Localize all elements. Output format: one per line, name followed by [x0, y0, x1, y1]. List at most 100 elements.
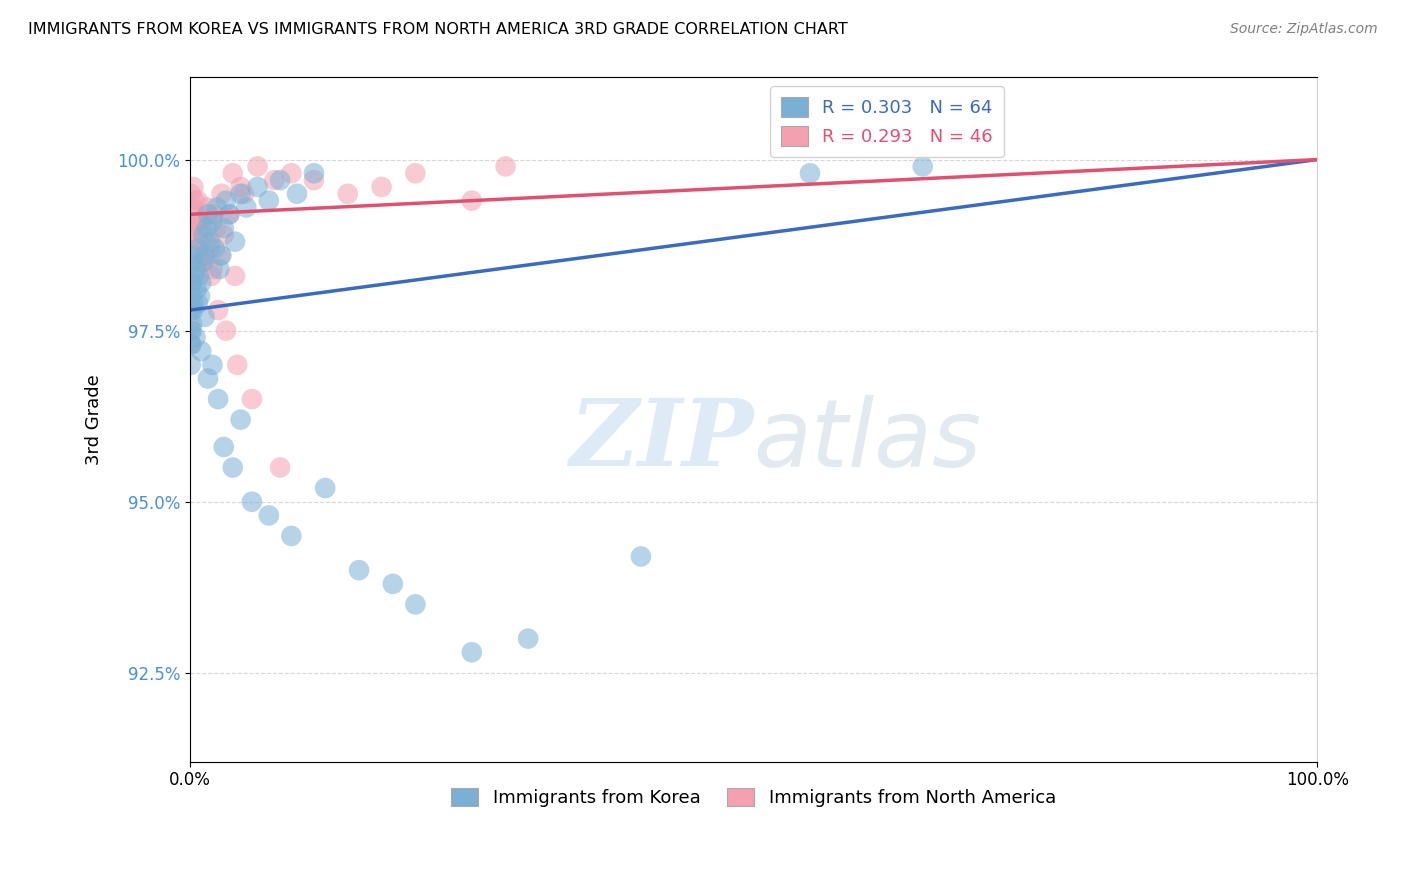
Point	[193, 248, 215, 262]
Point	[336, 186, 359, 201]
Point	[215, 324, 238, 338]
Point	[302, 173, 325, 187]
Point	[181, 255, 204, 269]
Point	[222, 166, 245, 180]
Point	[180, 337, 202, 351]
Point	[495, 160, 517, 174]
Point	[200, 268, 222, 283]
Point	[224, 268, 246, 283]
Point	[180, 337, 202, 351]
Point	[211, 186, 233, 201]
Point	[215, 194, 238, 208]
Point	[181, 317, 204, 331]
Point	[280, 166, 302, 180]
Point	[205, 221, 228, 235]
Point	[191, 255, 214, 269]
Point	[193, 255, 215, 269]
Point	[187, 296, 209, 310]
Point	[461, 194, 484, 208]
Point	[186, 214, 208, 228]
Point	[202, 207, 225, 221]
Point	[180, 303, 202, 318]
Point	[212, 221, 235, 235]
Point	[187, 242, 209, 256]
Text: ZIP: ZIP	[569, 395, 754, 485]
Point	[180, 276, 202, 290]
Point	[181, 296, 204, 310]
Point	[193, 227, 215, 242]
Point	[190, 344, 212, 359]
Point	[314, 481, 336, 495]
Point	[347, 563, 370, 577]
Point	[195, 221, 218, 235]
Point	[207, 303, 229, 318]
Point	[218, 207, 240, 221]
Point	[207, 392, 229, 406]
Point	[233, 186, 256, 201]
Point	[205, 201, 228, 215]
Point	[193, 310, 215, 324]
Point	[269, 173, 291, 187]
Point	[197, 371, 219, 385]
Point	[211, 248, 233, 262]
Legend: Immigrants from Korea, Immigrants from North America: Immigrants from Korea, Immigrants from N…	[444, 780, 1063, 814]
Point	[799, 166, 821, 180]
Point	[235, 201, 257, 215]
Point	[461, 645, 484, 659]
Point	[181, 201, 204, 215]
Point	[190, 214, 212, 228]
Point	[190, 276, 212, 290]
Point	[370, 180, 392, 194]
Point	[183, 194, 205, 208]
Point	[183, 248, 205, 262]
Point	[183, 227, 205, 242]
Point	[179, 324, 201, 338]
Point	[280, 529, 302, 543]
Point	[180, 186, 202, 201]
Point	[201, 358, 224, 372]
Point	[246, 180, 269, 194]
Point	[404, 166, 426, 180]
Point	[257, 194, 280, 208]
Point	[229, 186, 252, 201]
Text: atlas: atlas	[754, 394, 981, 485]
Point	[181, 303, 204, 318]
Point	[187, 194, 209, 208]
Point	[208, 262, 231, 277]
Point	[226, 358, 249, 372]
Point	[191, 255, 214, 269]
Point	[183, 268, 205, 283]
Point	[187, 268, 209, 283]
Point	[257, 508, 280, 523]
Point	[240, 392, 263, 406]
Point	[181, 289, 204, 303]
Point	[246, 160, 269, 174]
Y-axis label: 3rd Grade: 3rd Grade	[86, 375, 103, 465]
Text: Source: ZipAtlas.com: Source: ZipAtlas.com	[1230, 22, 1378, 37]
Point	[200, 242, 222, 256]
Point	[180, 358, 202, 372]
Point	[187, 235, 209, 249]
Point	[181, 180, 204, 194]
Point	[193, 248, 215, 262]
Point	[404, 598, 426, 612]
Point	[184, 330, 207, 344]
Point	[186, 283, 208, 297]
Point	[184, 207, 207, 221]
Point	[911, 160, 934, 174]
Point	[180, 276, 202, 290]
Point	[212, 227, 235, 242]
Point	[181, 324, 204, 338]
Point	[269, 460, 291, 475]
Point	[197, 207, 219, 221]
Point	[229, 412, 252, 426]
Point	[285, 186, 308, 201]
Point	[209, 248, 232, 262]
Point	[218, 207, 240, 221]
Point	[212, 440, 235, 454]
Point	[224, 235, 246, 249]
Point	[186, 221, 208, 235]
Point	[201, 214, 224, 228]
Point	[201, 262, 224, 277]
Point	[229, 180, 252, 194]
